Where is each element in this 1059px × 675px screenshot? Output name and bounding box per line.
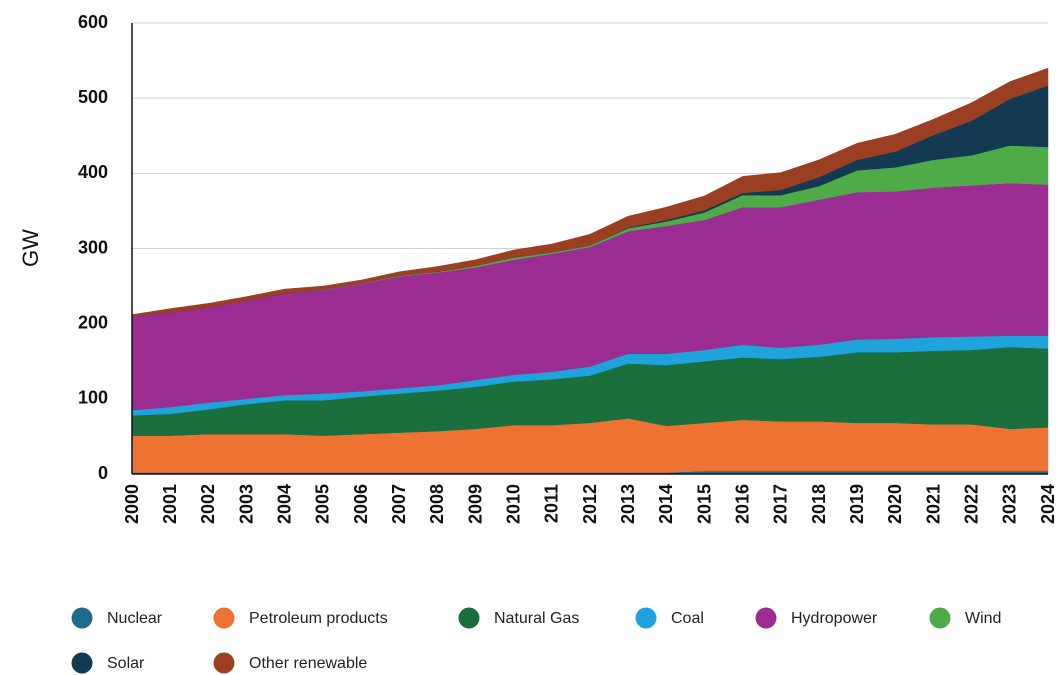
legend-swatch [71,652,93,674]
legend-label: Petroleum products [249,610,388,627]
x-tick-label: 2000 [122,484,142,524]
legend-label: Coal [671,610,704,627]
x-tick-label: 2021 [923,484,943,524]
x-tick-label: 2006 [351,484,371,524]
legend-label: Nuclear [107,610,163,627]
y-axis-label: GW [18,229,43,267]
legend-swatch [213,652,235,674]
legend-label: Solar [107,655,145,672]
x-tick-label: 2020 [885,484,905,524]
x-tick-label: 2001 [160,484,180,524]
legend-swatch [71,607,93,629]
legend-swatch [929,607,951,629]
x-tick-label: 2010 [503,484,523,524]
y-tick-label: 300 [78,237,108,257]
y-tick-label: 0 [98,463,108,483]
x-tick-label: 2012 [580,484,600,524]
x-tick-label: 2011 [542,484,562,523]
x-tick-label: 2008 [427,484,447,524]
x-tick-label: 2005 [313,484,333,524]
x-tick-label: 2019 [847,484,867,524]
y-tick-label: 100 [78,388,108,408]
x-tick-label: 2013 [618,484,638,524]
x-tick-label: 2009 [465,484,485,524]
x-tick-label: 2023 [1000,484,1020,524]
x-tick-label: 2024 [1038,484,1058,524]
y-tick-label: 600 [78,12,108,32]
legend-swatch [755,607,777,629]
legend-swatch [458,607,480,629]
y-tick-label: 200 [78,312,108,332]
x-tick-label: 2018 [809,484,829,524]
x-tick-label: 2004 [274,484,294,524]
x-tick-label: 2003 [236,484,256,524]
legend-label: Wind [965,610,1001,627]
legend-label: Other renewable [249,655,367,672]
area [131,67,1049,317]
legend-label: Natural Gas [494,610,579,627]
legend-swatch [635,607,657,629]
x-tick-label: 2016 [732,484,752,524]
legend-swatch [213,607,235,629]
y-tick-label: 400 [78,162,108,182]
legend-label: Hydropower [791,610,878,627]
x-tick-label: 2015 [694,484,714,524]
x-tick-label: 2017 [771,484,791,524]
x-tick-label: 2007 [389,484,409,524]
y-tick-label: 500 [78,87,108,107]
x-tick-label: 2022 [961,484,981,524]
x-tick-label: 2014 [656,484,676,524]
x-tick-label: 2002 [198,484,218,524]
